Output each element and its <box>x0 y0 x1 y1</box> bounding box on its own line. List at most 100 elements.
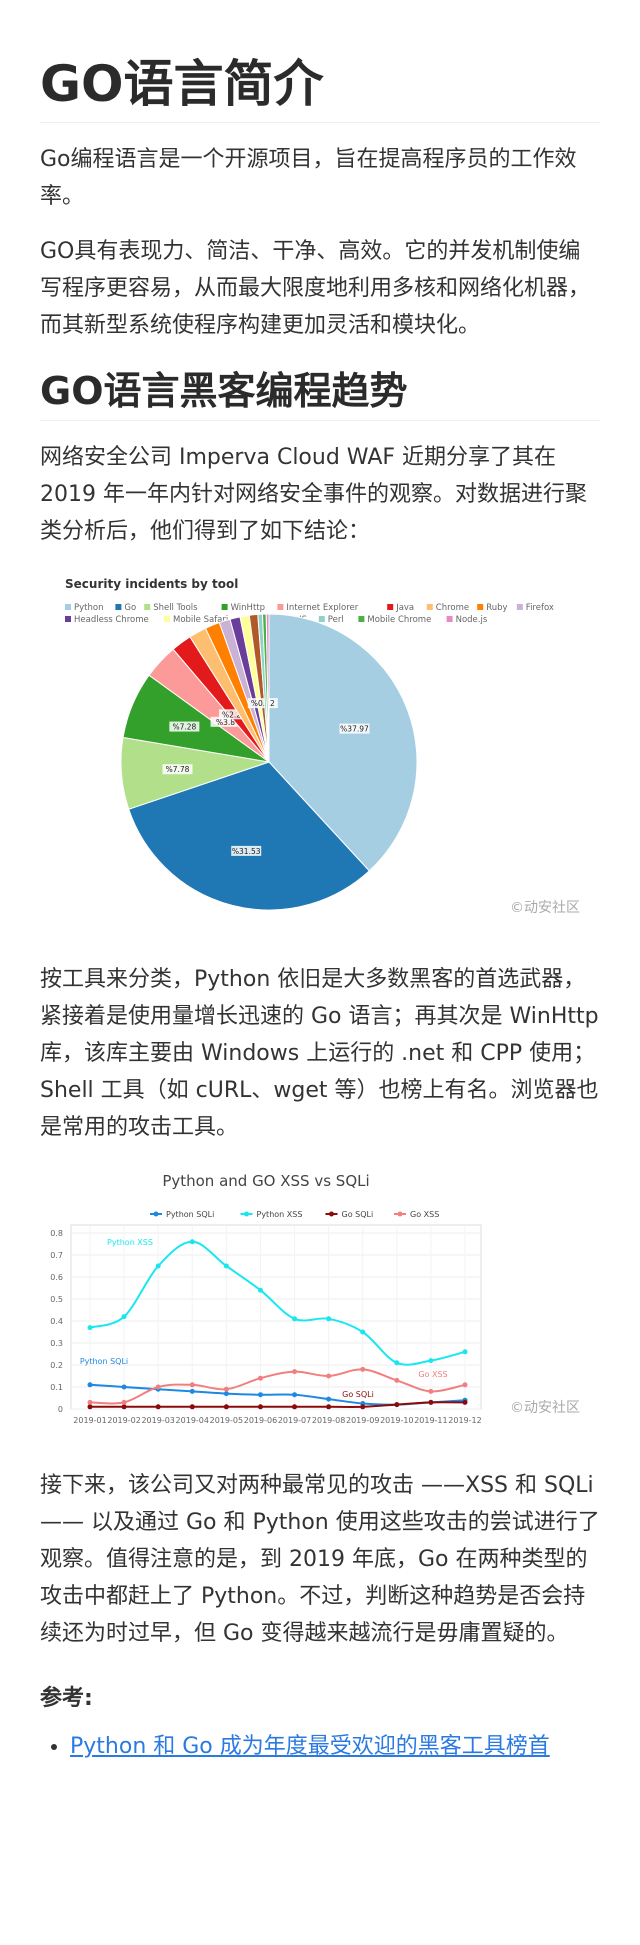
legend-swatch <box>164 616 170 622</box>
label-box <box>247 698 278 709</box>
point-marker <box>155 1384 161 1390</box>
point-marker <box>326 1404 332 1410</box>
legend-label: Go SQLi <box>342 1210 374 1219</box>
legend-swatch <box>115 604 122 610</box>
paragraph: Go编程语言是一个开源项目，旨在提高程序员的工作效率。 <box>40 147 577 209</box>
point-marker <box>257 1392 263 1398</box>
point-marker <box>87 1325 93 1331</box>
paragraph: GO具有表现力、简洁、干净、高效。它的并发机制使编写程序更容易，从而最大限度地利… <box>40 239 591 338</box>
chart-title: Security incidents by tool <box>65 577 238 591</box>
pie-slice <box>268 613 418 872</box>
point-marker <box>428 1388 434 1394</box>
label-box <box>339 723 370 734</box>
reference-link[interactable]: Python 和 Go 成为年度最受欢迎的黑客工具榜首 <box>70 1734 550 1759</box>
y-tick-label: 0.3 <box>50 1339 63 1348</box>
point-marker <box>189 1404 195 1410</box>
point-marker <box>462 1399 468 1405</box>
x-tick-label: 2019-04 <box>176 1416 209 1425</box>
point-marker <box>155 1263 161 1269</box>
legend-swatch <box>477 604 484 610</box>
series-line <box>89 1401 466 1408</box>
y-tick-label: 0.2 <box>50 1361 63 1370</box>
legend-label: Python SQLi <box>166 1210 214 1219</box>
x-tick-label: 2019-01 <box>73 1416 106 1425</box>
point-marker <box>292 1404 298 1410</box>
legend-dot <box>244 1211 249 1217</box>
legend-label: Go XSS <box>410 1210 439 1219</box>
x-tick-label: 2019-06 <box>244 1416 277 1425</box>
label-box <box>169 721 200 732</box>
point-marker <box>292 1369 298 1375</box>
point-marker <box>121 1314 127 1320</box>
y-tick-label: 0.5 <box>50 1295 63 1304</box>
watermark: ©动安社区 <box>510 900 580 916</box>
x-tick-label: 2019-03 <box>141 1416 174 1425</box>
y-tick-label: 0.4 <box>50 1317 63 1326</box>
heading: GO语言简介 <box>40 0 600 123</box>
label-box <box>231 845 262 856</box>
series-line <box>89 1383 466 1406</box>
point-marker <box>121 1404 127 1410</box>
annotation: Python XSS <box>107 1238 153 1247</box>
legend-swatch <box>426 604 433 610</box>
legend-label: Go <box>124 603 136 613</box>
legend-swatch <box>358 616 365 622</box>
label-box <box>218 709 249 720</box>
data-label: %7.28 <box>172 723 196 732</box>
data-label: %37.97 <box>340 725 369 734</box>
x-tick-label: 2019-05 <box>210 1416 243 1425</box>
point-marker <box>121 1399 127 1405</box>
legend-label: Java <box>395 603 414 613</box>
y-tick-label: 0 <box>58 1405 63 1414</box>
legend-dot <box>153 1211 159 1217</box>
point-marker <box>326 1316 332 1322</box>
data-label: %7.78 <box>166 765 190 774</box>
pie-slice <box>265 613 270 763</box>
pie-chart: Security incidents by tool Python Go Shell … <box>65 577 580 916</box>
point-marker <box>394 1377 400 1383</box>
point-marker <box>189 1388 195 1394</box>
point-marker <box>223 1404 229 1410</box>
legend-dot <box>397 1211 403 1217</box>
y-tick-label: 0.8 <box>50 1229 63 1238</box>
data-label: %2.24 <box>222 710 246 719</box>
legend-label: Headless Chrome <box>74 615 149 625</box>
point-marker <box>223 1391 229 1397</box>
legend-label: Shell Tools <box>153 603 198 613</box>
x-tick-label: 2019-10 <box>380 1416 413 1425</box>
legend-label: WinHttp <box>231 603 265 613</box>
paragraph: 接下来，该公司又对两种最常见的攻击 ——XSS 和 SQLi—— 以及通过 Go… <box>40 1473 600 1646</box>
legend-label: Python <box>74 603 103 613</box>
point-marker <box>428 1399 434 1405</box>
y-tick-label: 0.6 <box>50 1273 63 1282</box>
label-box <box>210 716 241 727</box>
annotation: Go XSS <box>418 1370 447 1379</box>
legend-label: Mobile Chrome <box>367 615 431 625</box>
point-marker <box>87 1382 93 1388</box>
y-tick-label: 0.7 <box>50 1251 63 1260</box>
point-marker <box>223 1263 229 1269</box>
legend-swatch <box>65 604 71 610</box>
point-marker <box>87 1399 93 1405</box>
chart-title: Python and GO XSS vs SQLi <box>162 1172 369 1190</box>
point-marker <box>462 1349 468 1355</box>
reference-list: Python 和 Go 成为年度最受欢迎的黑客工具榜首 <box>40 1728 600 1765</box>
point-marker <box>121 1384 127 1390</box>
legend-label: Mobile Safari <box>173 615 228 625</box>
legend-swatch <box>516 604 523 610</box>
point-marker <box>292 1392 298 1398</box>
reference-title: 参考: <box>40 1686 93 1711</box>
legend-label: Internet Explorer <box>286 603 358 613</box>
series-line <box>89 1368 466 1405</box>
legend-dot <box>329 1211 334 1217</box>
legend-swatch <box>387 604 394 610</box>
x-tick-label: 2019-07 <box>278 1416 311 1425</box>
line-chart: Python and GO XSS vs SQLi 0 0.1 0.2 0.3 0.4 0.… <box>50 1172 580 1425</box>
data-label: %3.8 <box>216 718 235 727</box>
point-marker <box>394 1402 400 1408</box>
annotation: Python SQLi <box>80 1357 128 1366</box>
legend-label: Python XSS <box>257 1210 303 1219</box>
article: GO语言简介 Go编程语言是一个开源项目，旨在提高程序员的工作效率。 GO具有表… <box>0 0 640 1765</box>
annotation: Go SQLi <box>342 1390 374 1399</box>
